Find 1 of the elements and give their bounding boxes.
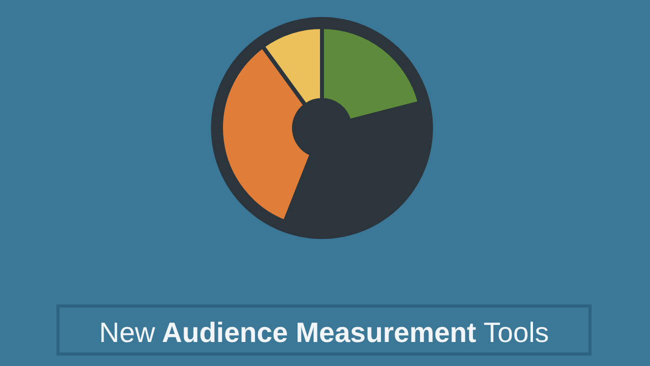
text: New Audience Measurement Tools — [99, 317, 549, 348]
